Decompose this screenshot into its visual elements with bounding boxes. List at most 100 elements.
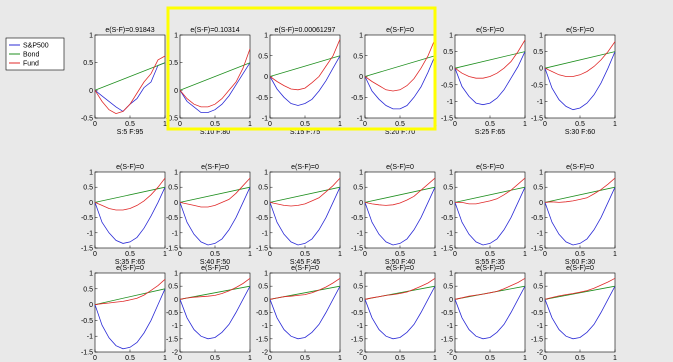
x-tick-label: 0 bbox=[453, 251, 457, 258]
x-tick-label: 0.5 bbox=[125, 355, 135, 362]
axes-box bbox=[94, 171, 166, 249]
x-tick-label: 0.5 bbox=[125, 251, 135, 258]
y-tick-label: 0.5 bbox=[83, 185, 93, 192]
y-tick-label: -1.5 bbox=[441, 336, 453, 343]
y-tick-label: 0 bbox=[264, 200, 268, 207]
axes-box bbox=[269, 171, 341, 249]
x-tick-label: 1 bbox=[613, 251, 617, 258]
series-line-fund bbox=[269, 39, 341, 91]
series-line-fund bbox=[94, 177, 166, 211]
x-axis-label: S:45 F:45 bbox=[290, 259, 320, 266]
series-line-sp500 bbox=[454, 187, 526, 246]
y-tick-label: -1.5 bbox=[81, 350, 93, 357]
y-tick-label: -1.5 bbox=[256, 246, 268, 253]
y-tick-label: -2 bbox=[537, 350, 543, 357]
y-tick-label: -1 bbox=[447, 99, 453, 106]
y-tick-label: -1 bbox=[447, 323, 453, 330]
y-tick-label: -1.5 bbox=[441, 246, 453, 253]
y-tick-label: 0 bbox=[539, 66, 543, 73]
series-line-bond bbox=[454, 186, 526, 203]
x-tick-label: 1 bbox=[613, 355, 617, 362]
y-tick-label: 1 bbox=[264, 271, 268, 278]
y-tick-label: 1 bbox=[359, 271, 363, 278]
y-tick-label: -1.5 bbox=[351, 246, 363, 253]
series-line-fund bbox=[179, 177, 251, 208]
y-tick-label: 0 bbox=[174, 200, 178, 207]
axes-box bbox=[454, 171, 526, 249]
axes-box bbox=[364, 34, 436, 119]
series-line-bond bbox=[544, 285, 616, 300]
x-tick-label: 0 bbox=[178, 121, 182, 128]
y-tick-label: -2 bbox=[447, 350, 453, 357]
y-tick-label: -1 bbox=[447, 230, 453, 237]
y-tick-label: -0.5 bbox=[531, 215, 543, 222]
y-tick-label: -1 bbox=[172, 230, 178, 237]
series-line-sp500 bbox=[94, 187, 166, 244]
y-tick-label: 1 bbox=[539, 33, 543, 40]
series-line-fund bbox=[454, 39, 526, 79]
x-tick-label: 0.5 bbox=[210, 355, 220, 362]
series-line-bond bbox=[94, 288, 166, 305]
y-tick-label: -0.5 bbox=[441, 82, 453, 89]
y-tick-label: 0.5 bbox=[168, 284, 178, 291]
series-line-bond bbox=[364, 186, 436, 203]
y-tick-label: 0 bbox=[264, 74, 268, 81]
y-tick-label: 0.5 bbox=[83, 60, 93, 67]
series-line-bond bbox=[544, 51, 616, 69]
y-tick-label: 1 bbox=[539, 271, 543, 278]
axes-box bbox=[364, 171, 436, 249]
subplot-title: e(S-F)=0 bbox=[566, 27, 594, 34]
series-line-fund bbox=[364, 39, 436, 92]
series-line-fund bbox=[269, 177, 341, 207]
axes-box bbox=[364, 272, 436, 353]
series-line-bond bbox=[269, 55, 341, 77]
y-tick-label: 0.5 bbox=[258, 284, 268, 291]
series-line-fund bbox=[364, 177, 436, 206]
subplot-title: e(S-F)=0 bbox=[476, 265, 504, 272]
x-axis-label: S:35 F:65 bbox=[115, 259, 145, 266]
x-tick-label: 1 bbox=[163, 251, 167, 258]
y-tick-label: -0.5 bbox=[351, 310, 363, 317]
y-tick-label: 1 bbox=[174, 170, 178, 177]
subplot-title: e(S-F)=0 bbox=[291, 164, 319, 171]
y-tick-label: -1 bbox=[357, 323, 363, 330]
series-line-fund bbox=[94, 55, 166, 115]
legend: S&P500 Bond Fund bbox=[5, 37, 65, 71]
series-line-bond bbox=[179, 186, 251, 203]
highlight-box bbox=[166, 6, 437, 131]
y-tick-label: -0.5 bbox=[256, 215, 268, 222]
y-tick-label: -1.5 bbox=[531, 116, 543, 123]
x-tick-label: 1 bbox=[248, 251, 252, 258]
y-tick-label: -0.5 bbox=[441, 310, 453, 317]
series-line-sp500 bbox=[269, 286, 341, 340]
y-tick-label: -1 bbox=[262, 323, 268, 330]
y-tick-label: 1 bbox=[264, 33, 268, 40]
series-line-bond bbox=[544, 186, 616, 203]
subplot-title: e(S-F)=0 bbox=[201, 265, 229, 272]
x-tick-label: 0 bbox=[363, 121, 367, 128]
y-tick-label: 1 bbox=[174, 271, 178, 278]
y-tick-label: 1 bbox=[449, 33, 453, 40]
y-tick-label: 0 bbox=[359, 297, 363, 304]
x-tick-label: 0 bbox=[93, 355, 97, 362]
subplot-title: e(S-F)=0.00061297 bbox=[275, 27, 336, 34]
axes-box bbox=[544, 272, 616, 353]
series-line-sp500 bbox=[454, 286, 526, 340]
y-tick-label: 0 bbox=[449, 297, 453, 304]
series-line-fund bbox=[454, 277, 526, 300]
x-tick-label: 0.5 bbox=[575, 121, 585, 128]
y-tick-label: 0.5 bbox=[533, 49, 543, 56]
y-tick-label: 1 bbox=[89, 271, 93, 278]
subplot-8: -1.5 -1 -0.5 0 0.5 1 0 0.5 1 e(S-F)=0 S:40 F:50 bbox=[166, 164, 252, 266]
series-line-sp500 bbox=[94, 288, 166, 350]
y-tick-label: -1.5 bbox=[531, 336, 543, 343]
series-line-fund bbox=[364, 277, 436, 300]
y-tick-label: -1.5 bbox=[166, 246, 178, 253]
x-axis-label: S:5 F:95 bbox=[117, 129, 144, 136]
subplot-title: e(S-F)=0.91843 bbox=[105, 27, 154, 34]
y-tick-label: -1 bbox=[87, 230, 93, 237]
